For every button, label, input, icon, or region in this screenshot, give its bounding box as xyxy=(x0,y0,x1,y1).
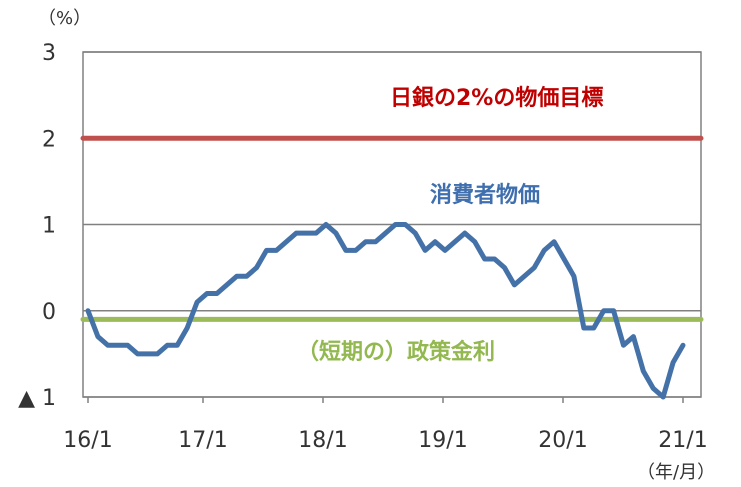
y-tick-label: 1 xyxy=(42,214,56,239)
cpi-line xyxy=(85,222,686,400)
policy-rate-annotation: （短期の）政策金利 xyxy=(297,339,495,365)
x-tick-label: 20/1 xyxy=(538,428,587,453)
y-tick-label: ▲ 1 xyxy=(18,386,56,411)
cpi-annotation: 消費者物価 xyxy=(430,182,540,208)
y-tick-label: 0 xyxy=(42,300,56,325)
y-tick-labels: 3 2 1 0 ▲ 1 xyxy=(18,41,56,411)
x-tick-labels: 16/1 17/1 18/1 19/1 20/1 21/1 xyxy=(63,428,707,453)
x-tick-label: 17/1 xyxy=(178,428,227,453)
x-tick-label: 21/1 xyxy=(658,428,707,453)
series-lines xyxy=(80,135,704,400)
x-tick-label: 19/1 xyxy=(418,428,467,453)
x-tick-label: 18/1 xyxy=(298,428,347,453)
y-tick-label: 2 xyxy=(42,127,56,152)
x-unit-label: （年/月） xyxy=(637,462,715,483)
y-unit-label: （%） xyxy=(38,8,91,29)
y-tick-label: 3 xyxy=(42,41,56,66)
x-tick-label: 16/1 xyxy=(63,428,112,453)
target-annotation: 日銀の2%の物価目標 xyxy=(390,85,603,111)
